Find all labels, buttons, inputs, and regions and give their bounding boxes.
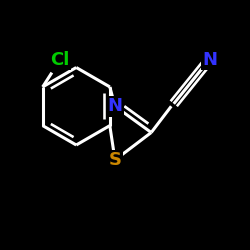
Text: N: N [202, 51, 218, 69]
Text: S: S [108, 151, 122, 169]
Text: N: N [108, 97, 122, 115]
Text: Cl: Cl [50, 51, 70, 69]
